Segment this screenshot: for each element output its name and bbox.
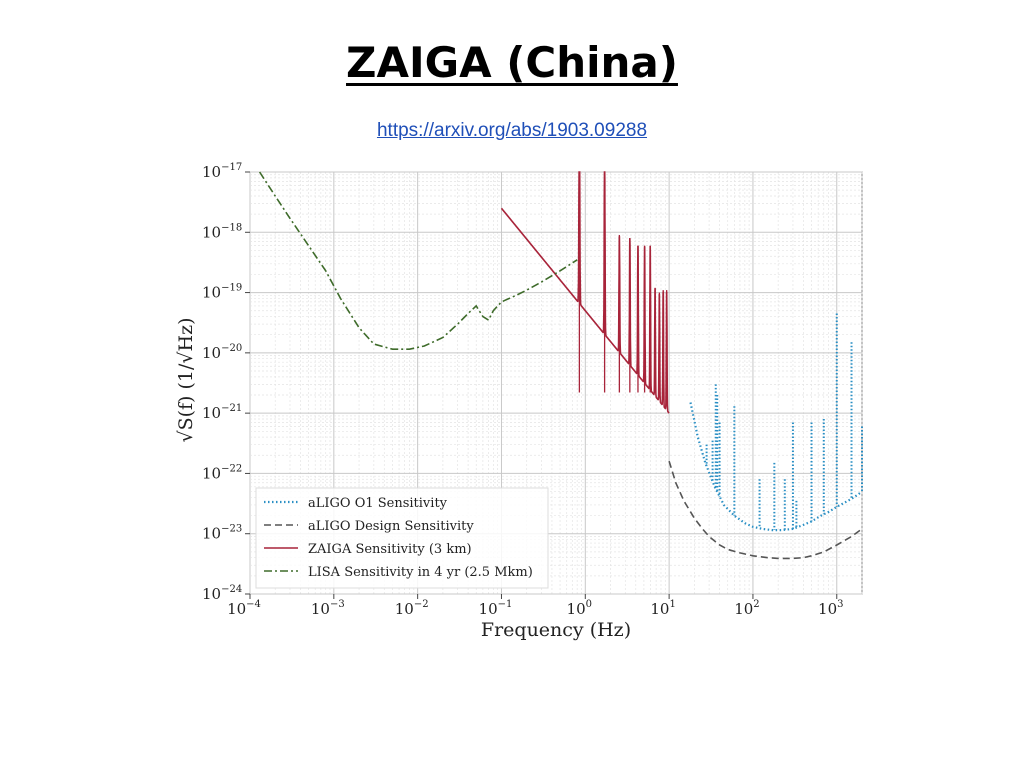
x-tick-label: 10−1 (479, 599, 513, 618)
x-tick-exponent: 3 (837, 599, 843, 610)
y-tick-exponent: −22 (221, 463, 242, 474)
legend-box (255, 487, 549, 589)
x-tick-label: 10−3 (311, 599, 345, 618)
series-0 (689, 313, 863, 532)
legend-label: aLIGO Design Sensitivity (308, 519, 474, 534)
x-axis-title: Frequency (Hz) (481, 619, 631, 641)
legend-label: LISA Sensitivity in 4 yr (2.5 Mkm) (308, 565, 533, 580)
x-tick-label: 102 (734, 599, 759, 618)
y-tick-exponent: −23 (221, 524, 242, 535)
y-tick-exponent: −20 (221, 343, 242, 354)
legend-label: ZAIGA Sensitivity (3 km) (308, 542, 472, 557)
y-tick-label: 10−21 (202, 403, 242, 422)
x-tick-exponent: 0 (586, 599, 592, 610)
x-tick-exponent: 1 (669, 599, 675, 610)
series-3 (258, 171, 578, 350)
x-tick-exponent: −4 (246, 599, 261, 610)
series-line (689, 402, 863, 532)
series-layer (258, 171, 863, 560)
legend-label: aLIGO O1 Sensitivity (308, 496, 448, 511)
slide-title: ZAIGA (China) (0, 38, 1024, 87)
y-tick-label: 10−17 (202, 162, 242, 181)
y-axis-title: √S(f) (1/√Hz) (175, 317, 197, 442)
x-tick-exponent: −3 (330, 599, 345, 610)
y-tick-label: 10−22 (202, 463, 242, 482)
grid (249, 171, 863, 595)
x-tick-exponent: −2 (414, 599, 429, 610)
series-line (668, 460, 863, 560)
x-tick-exponent: −1 (498, 599, 513, 610)
y-tick-exponent: −17 (221, 162, 242, 173)
series-1 (668, 460, 863, 560)
y-tick-label: 10−20 (202, 343, 242, 362)
slide-title-text: ZAIGA (China) (346, 38, 678, 87)
y-tick-exponent: −24 (221, 584, 242, 595)
x-tick-label: 10−2 (395, 599, 429, 618)
y-tick-label: 10−23 (202, 524, 242, 543)
y-tick-exponent: −18 (221, 222, 242, 233)
x-tick-label: 103 (818, 599, 843, 618)
x-tick-label: 101 (650, 599, 675, 618)
arxiv-link[interactable]: https://arxiv.org/abs/1903.09288 (376, 120, 648, 141)
zaiga-line (500, 171, 670, 414)
series-line (258, 171, 578, 350)
legend: aLIGO O1 Sensitivity aLIGO Design Sensiti… (255, 487, 549, 589)
y-tick-exponent: −19 (221, 283, 242, 294)
x-tick-exponent: 2 (753, 599, 759, 610)
y-tick-label: 10−18 (202, 222, 242, 241)
y-tick-label: 10−19 (202, 283, 242, 302)
y-tick-exponent: −21 (221, 403, 242, 414)
x-tick-label: 100 (567, 599, 592, 618)
x-tick-label: 10−4 (227, 599, 261, 618)
slide-link-container: https://arxiv.org/abs/1903.09288 (0, 120, 1024, 142)
series-2 (500, 171, 670, 414)
